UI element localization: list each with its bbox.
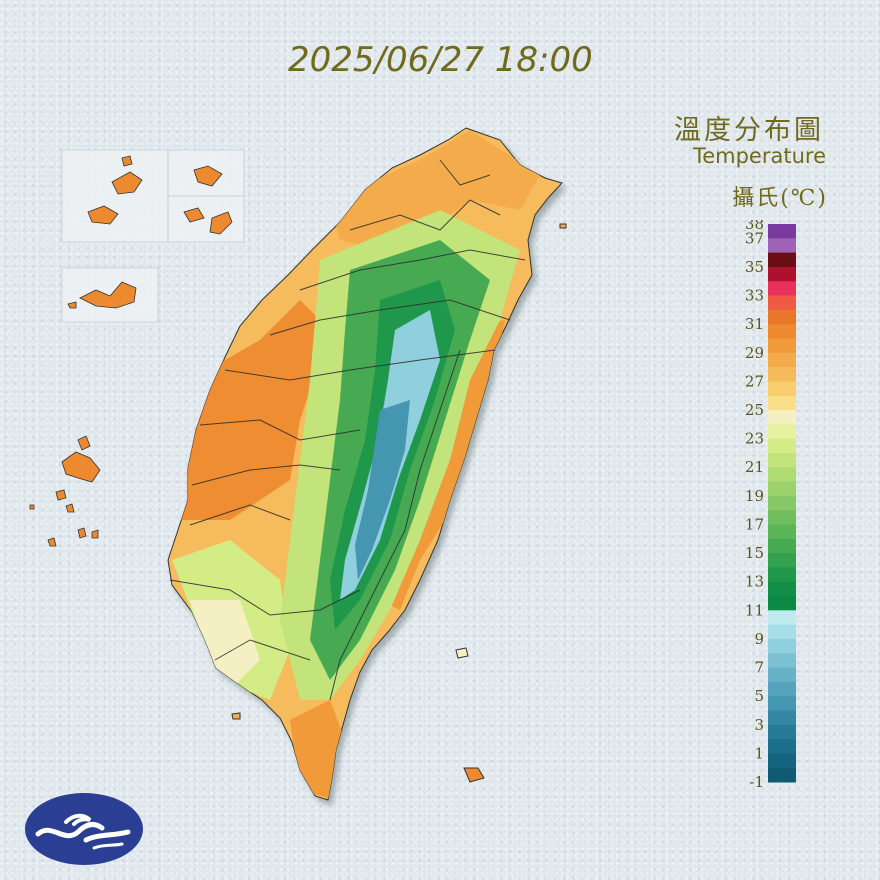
kinmen-island (79, 281, 137, 309)
legend-band (768, 438, 796, 454)
legend-band (768, 567, 796, 583)
legend-color-bar (768, 224, 796, 783)
legend-tick-label: 21 (745, 458, 764, 476)
legend-band (768, 653, 796, 669)
legend-band (768, 524, 796, 540)
legend-tick-label: 11 (745, 601, 764, 619)
legend-band (768, 610, 796, 626)
map-unit-label: 攝氏(℃) (732, 186, 828, 211)
legend-band (768, 381, 796, 397)
legend-band (768, 452, 796, 468)
legend-tick-label: 29 (745, 344, 764, 362)
legend-tick-label: 17 (745, 515, 764, 533)
legend-tick-label: 37 (745, 229, 764, 247)
zone-south-tip (290, 700, 345, 800)
legend-tick-label: 31 (745, 315, 764, 333)
legend-band (768, 710, 796, 726)
zone-peak (355, 400, 410, 580)
legend-tick-label: 33 (745, 287, 764, 305)
legend-band (768, 753, 796, 769)
legend-band (768, 667, 796, 683)
legend-band (768, 295, 796, 311)
legend-tick-label: 9 (754, 630, 764, 648)
inset-panel-2 (61, 267, 159, 323)
legend-tick-label: 15 (745, 544, 764, 562)
green-island (455, 647, 469, 659)
legend-tick-label: -1 (749, 773, 764, 791)
legend-band (768, 681, 796, 697)
outlying-islands (231, 223, 567, 783)
legend-band (768, 481, 796, 497)
legend-band (768, 467, 796, 483)
legend-band (768, 410, 796, 425)
legend-band (768, 338, 796, 354)
legend-band (768, 324, 796, 339)
map-timestamp: 2025/06/27 18:00 (288, 40, 593, 80)
legend-band (768, 395, 796, 411)
legend-tick-label: 5 (754, 687, 764, 705)
legend-band (768, 495, 796, 511)
guishan-island (559, 223, 567, 229)
legend-tick-label: 38 (745, 220, 764, 233)
legend-band (768, 266, 796, 282)
legend-band (768, 739, 796, 754)
legend-band (768, 424, 796, 440)
zone-plain-southwest-light (190, 600, 260, 690)
orchid-island (463, 767, 485, 783)
legend-band (768, 624, 796, 640)
map-title-en: Temperature (692, 144, 826, 168)
legend-band (768, 538, 796, 554)
zone-warm-west (180, 300, 330, 520)
legend-band (768, 224, 796, 239)
legend-band (768, 581, 796, 597)
legend-band (768, 238, 796, 254)
legend-band (768, 596, 796, 611)
legend-band (768, 553, 796, 568)
legend-tick-label: 7 (754, 659, 764, 677)
legend-band (768, 696, 796, 711)
legend-band (768, 352, 796, 368)
legend-tick-label: 13 (745, 573, 764, 591)
legend-tick-label: 27 (745, 372, 764, 390)
legend-tick-label: 25 (745, 401, 764, 419)
map-title-zh: 溫度分布圖 (674, 115, 824, 146)
cwa-wave-logo-icon (25, 793, 143, 865)
legend-band (768, 638, 796, 654)
legend-band (768, 252, 796, 268)
legend-tick-label: 23 (745, 430, 764, 448)
temperature-zones (172, 130, 540, 800)
legend-band (768, 367, 796, 382)
legend-band (768, 767, 796, 783)
legend-band (768, 724, 796, 740)
legend-tick-label: 3 (754, 716, 764, 734)
legend-band (768, 309, 796, 325)
penghu-islands (29, 435, 101, 547)
inset-matsu-kinmen (61, 149, 245, 323)
legend-tick-label: 35 (745, 258, 764, 276)
little-liuqiu (231, 712, 241, 720)
legend-band (768, 510, 796, 525)
legend-tick-label: 1 (754, 744, 764, 762)
county-boundaries (169, 159, 526, 701)
legend-band (768, 281, 796, 297)
legend-tick-label: 19 (745, 487, 764, 505)
